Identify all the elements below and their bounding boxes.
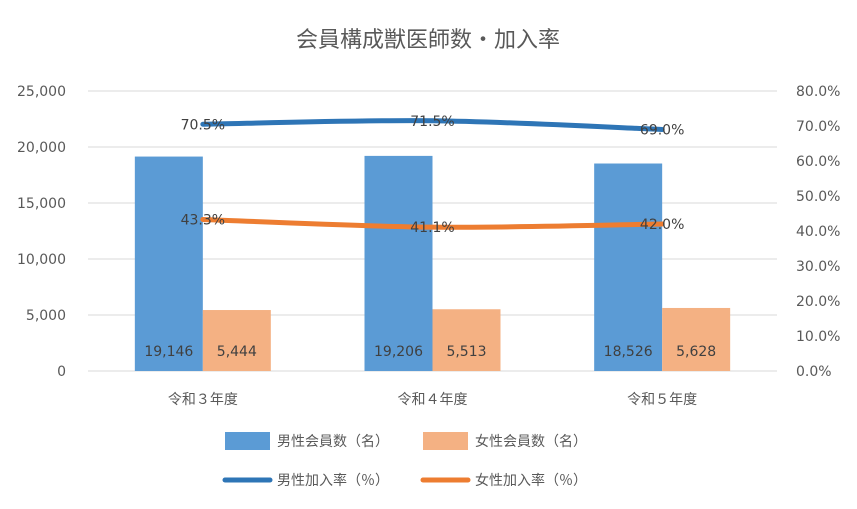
legend-label: 男性加入率（％） (277, 472, 389, 489)
legend-label: 女性会員数（名） (475, 433, 587, 450)
category-labels: 令和３年度 令和４年度 令和５年度 (168, 392, 697, 408)
right-tick-label: 70.0% (796, 119, 840, 135)
line-data-label: 71.5% (410, 114, 454, 130)
left-tick-label: 0 (57, 364, 66, 380)
right-tick-label: 10.0% (796, 329, 840, 345)
category-label: 令和４年度 (398, 392, 468, 408)
line-data-label: 42.0% (640, 217, 684, 233)
bar (432, 309, 501, 371)
left-tick-label: 20,000 (17, 140, 66, 156)
right-axis-ticks: 0.0% 10.0% 20.0% 30.0% 40.0% 50.0% 60.0% 70.0% 8… (796, 84, 840, 380)
lines: 70.5% 71.5% 69.0% 43.3% 41.1% 42.0% (181, 114, 685, 236)
category-label: 令和５年度 (627, 392, 697, 408)
legend-swatch (423, 432, 468, 450)
right-tick-label: 30.0% (796, 259, 840, 275)
bar (364, 155, 433, 371)
legend-label: 男性会員数（名） (277, 434, 389, 450)
legend-label: 女性加入率（％） (475, 472, 587, 489)
chart-title: 会員構成獣医師数・加入率 (296, 28, 560, 53)
right-tick-label: 50.0% (796, 189, 840, 205)
bar (202, 310, 271, 371)
legend-swatch (225, 432, 270, 450)
bar-data-label: 5,444 (217, 344, 257, 360)
bar-data-label: 19,146 (144, 344, 193, 360)
left-axis-ticks: 0 5,000 10,000 15,000 20,000 25,000 (17, 84, 66, 380)
right-tick-label: 0.0% (796, 364, 832, 380)
series-line (200, 216, 665, 230)
left-tick-label: 5,000 (26, 308, 66, 324)
line-data-label: 70.5% (181, 117, 225, 133)
right-tick-label: 20.0% (796, 294, 840, 310)
series-line (200, 118, 665, 132)
left-tick-label: 15,000 (17, 196, 66, 212)
bar (134, 156, 203, 371)
bar (662, 307, 731, 371)
left-tick-label: 10,000 (17, 252, 66, 268)
bar-data-label: 5,628 (676, 344, 716, 360)
right-tick-label: 80.0% (796, 84, 840, 100)
line-data-label: 69.0% (640, 123, 684, 139)
line-data-label: 41.1% (410, 220, 454, 236)
right-tick-label: 40.0% (796, 224, 840, 240)
bar-data-label: 18,526 (604, 344, 653, 360)
category-label: 令和３年度 (168, 392, 238, 408)
bar (594, 163, 663, 371)
legend: 男性会員数（名） 女性会員数（名） 男性加入率（％） 女性加入率（％） (222, 432, 587, 489)
bars: 19,146 19,206 18,526 5,444 5,513 5,628 (134, 155, 731, 371)
line-data-label: 43.3% (181, 212, 225, 228)
bar-data-label: 19,206 (374, 344, 423, 360)
bar-data-label: 5,513 (446, 344, 486, 360)
left-tick-label: 25,000 (17, 84, 66, 100)
right-tick-label: 60.0% (796, 154, 840, 170)
